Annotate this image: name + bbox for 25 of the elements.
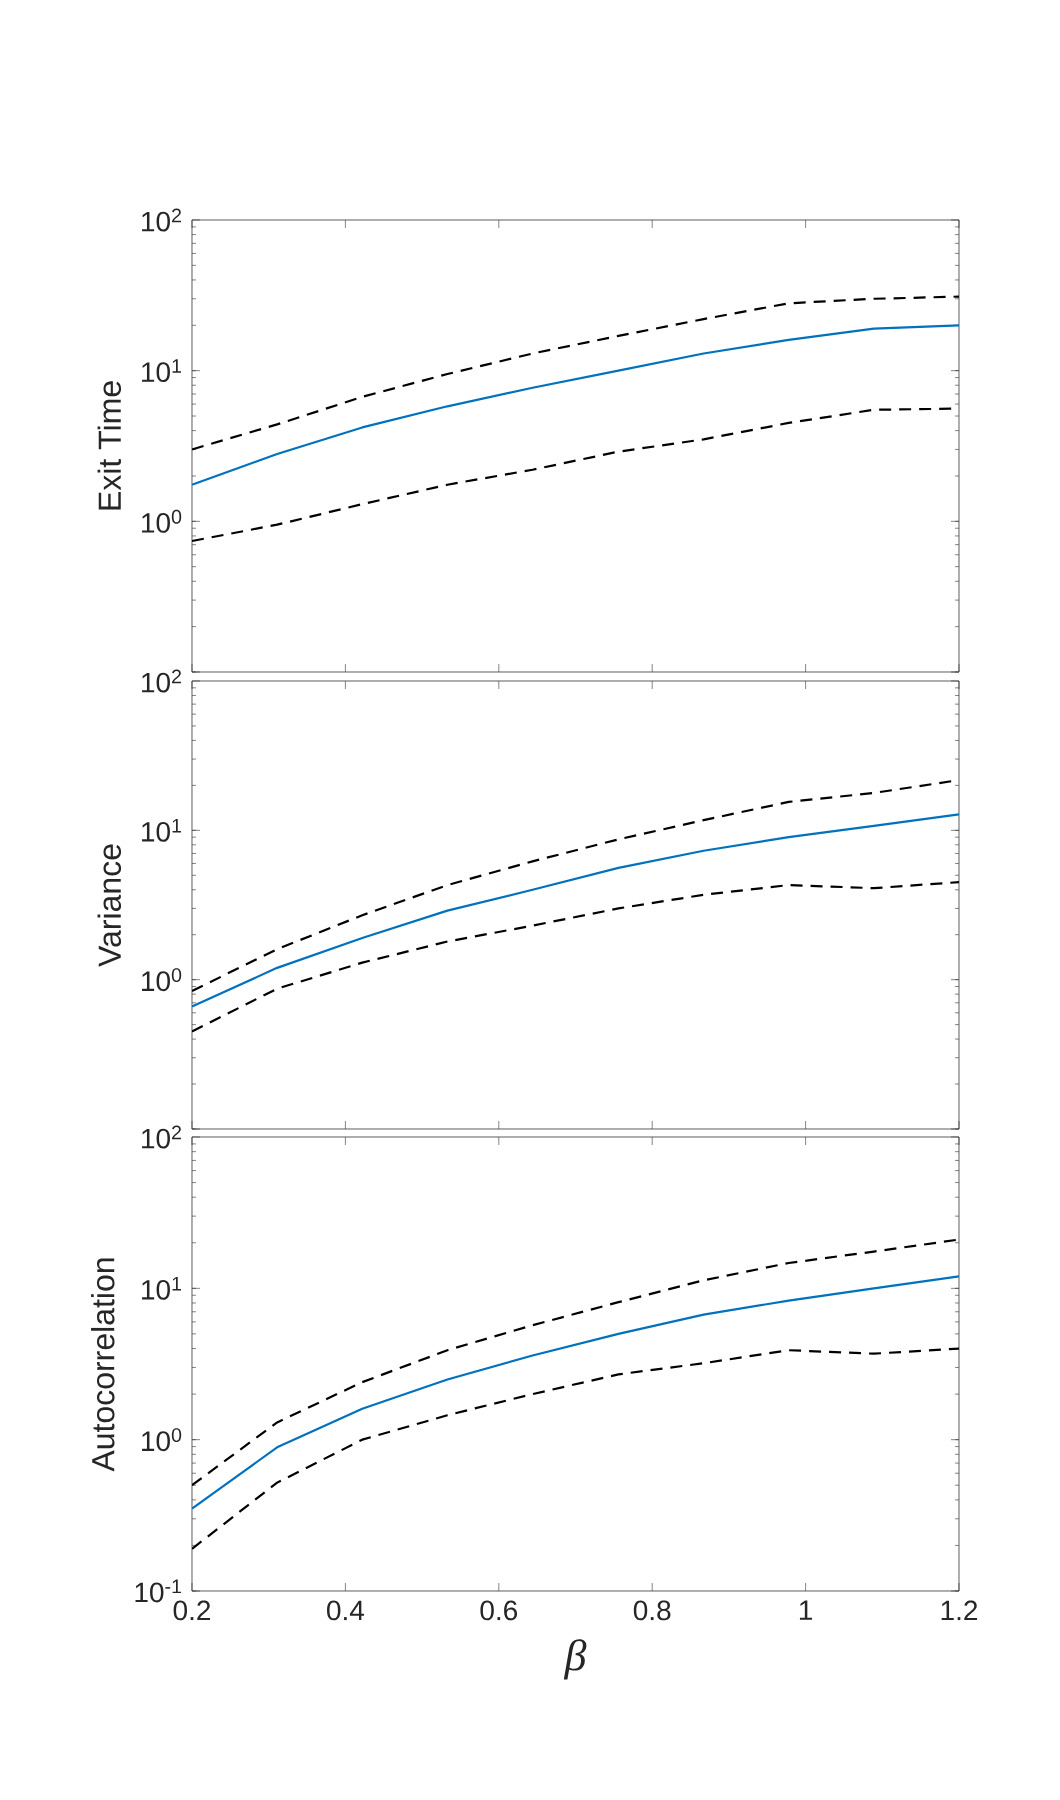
y-tick-label: 10$^{2}$ [142, 1125, 181, 1149]
y-tick-label: 10$^{1}$ [142, 818, 182, 842]
y-tick-label: 10$^{2}$ [142, 208, 181, 232]
x-tick-label: 1 [799, 1600, 813, 1620]
line-series [192, 813, 959, 1008]
line-series [192, 324, 959, 486]
line-series [192, 295, 959, 451]
y-axis-title: Autocorrelation [91, 1258, 115, 1472]
x-tick-label: 0.4 [327, 1600, 365, 1621]
y-axis-title: Variance [97, 844, 122, 967]
x-tick-label: 0.6 [480, 1600, 518, 1621]
line-series [192, 1347, 959, 1550]
y-tick-label: 10$^{0}$ [142, 1428, 182, 1452]
y-tick-label: 10$^{2}$ [142, 669, 181, 693]
x-tick-label: 1.2 [941, 1600, 978, 1621]
line-series [192, 1238, 959, 1487]
x-tick-label: 0.8 [633, 1600, 671, 1621]
y-tick-label: 10$^{1}$ [142, 1276, 182, 1300]
x-axis-title: β [563, 1639, 587, 1680]
line-series [192, 1275, 959, 1510]
y-tick-label: 10$^{0}$ [142, 968, 182, 992]
y-tick-label: 10$^{0}$ [142, 509, 182, 533]
y-axis-title: Exit Time [97, 381, 122, 510]
y-tick-label: 10$^{1}$ [142, 359, 182, 383]
line-series [192, 881, 959, 1033]
